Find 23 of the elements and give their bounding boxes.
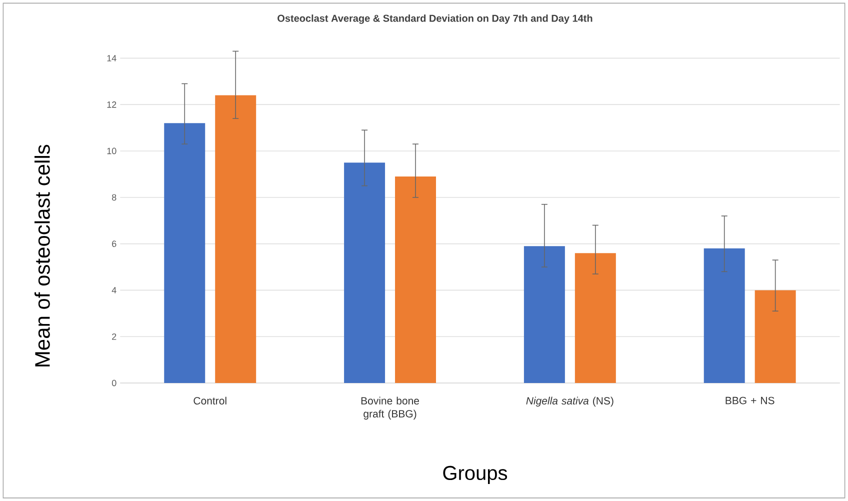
bar bbox=[524, 246, 565, 383]
chart-title: Osteoclast Average & Standard Deviation on Day 7th and Day 14th bbox=[278, 14, 592, 24]
bar bbox=[574, 252, 616, 383]
bar bbox=[215, 95, 256, 383]
x-tick-label: BBG + NS bbox=[726, 396, 774, 404]
y-axis-title: Mean of osteoclast cells bbox=[34, 144, 50, 366]
y-tick-label: 2 bbox=[112, 333, 116, 340]
bar bbox=[395, 176, 436, 383]
bar bbox=[164, 123, 206, 383]
y-tick-label: 4 bbox=[112, 287, 116, 294]
x-axis-title: Groups bbox=[443, 466, 508, 484]
x-tick-label: Control bbox=[194, 396, 226, 404]
y-tick-label: 0 bbox=[112, 380, 116, 386]
y-tick-label: 6 bbox=[112, 240, 116, 247]
y-tick-label: 12 bbox=[107, 101, 116, 108]
y-tick-label: 10 bbox=[107, 148, 116, 154]
bar bbox=[704, 248, 745, 383]
x-tick-label: Nigella sativa (NS) bbox=[526, 396, 614, 407]
y-tick-label: 14 bbox=[107, 54, 116, 62]
y-tick-label: 8 bbox=[112, 194, 116, 200]
bar bbox=[344, 162, 386, 383]
bar bbox=[754, 290, 796, 383]
x-tick-label: Bovine bone graft (BBG) bbox=[361, 396, 419, 420]
